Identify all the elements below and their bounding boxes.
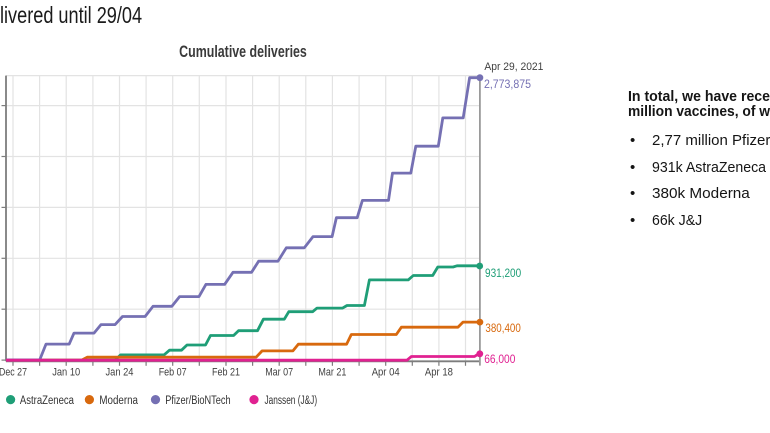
- svg-text:Apr 29, 2021: Apr 29, 2021: [484, 61, 543, 73]
- svg-text:Jan 10: Jan 10: [52, 367, 80, 379]
- svg-text:Feb 07: Feb 07: [159, 367, 187, 379]
- svg-text:Mar 07: Mar 07: [265, 367, 293, 379]
- svg-text:Dec 27: Dec 27: [0, 367, 27, 379]
- svg-text:Feb 21: Feb 21: [212, 367, 240, 379]
- svg-text:Moderna: Moderna: [99, 395, 138, 407]
- svg-text:Apr 18: Apr 18: [425, 367, 453, 379]
- svg-text:Jan 24: Jan 24: [106, 367, 134, 379]
- svg-text:Pfizer/BioNTech: Pfizer/BioNTech: [165, 395, 230, 407]
- svg-text:AstraZeneca: AstraZeneca: [20, 395, 75, 407]
- svg-text:2,773,875: 2,773,875: [484, 77, 531, 91]
- svg-text:931,200: 931,200: [485, 266, 521, 280]
- svg-text:Apr 04: Apr 04: [372, 367, 400, 379]
- svg-text:Cumulative deliveries: Cumulative deliveries: [179, 42, 307, 61]
- svg-text:Mar 21: Mar 21: [318, 367, 346, 379]
- svg-text:380,400: 380,400: [485, 321, 521, 335]
- svg-text:Janssen (J&J): Janssen (J&J): [265, 395, 318, 407]
- svg-text:66,000: 66,000: [484, 352, 515, 366]
